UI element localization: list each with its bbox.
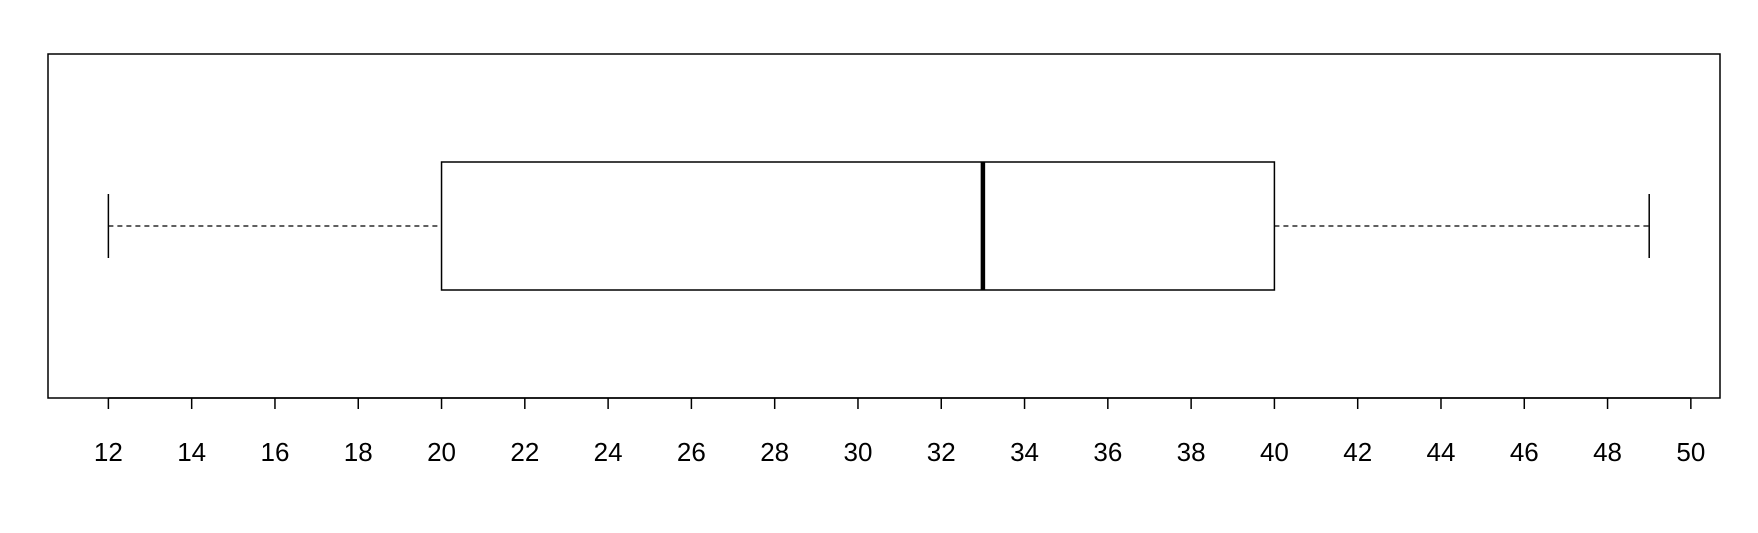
x-tick-label: 30 xyxy=(844,437,873,467)
x-tick-label: 46 xyxy=(1510,437,1539,467)
x-axis: 12 14 16 18 20 22 24 26 28 30 32 34 36 38 40 42 44 46 48 50 xyxy=(94,397,1705,467)
x-tick-label: 12 xyxy=(94,437,123,467)
x-tick-label: 24 xyxy=(594,437,623,467)
x-tick-label: 34 xyxy=(1010,437,1039,467)
x-tick-label: 50 xyxy=(1676,437,1705,467)
iqr-box xyxy=(440,161,1276,291)
x-tick-label: 32 xyxy=(927,437,956,467)
boxplot-series xyxy=(107,161,1650,291)
x-tick-label: 28 xyxy=(760,437,789,467)
x-tick-label: 42 xyxy=(1343,437,1372,467)
x-tick-label: 20 xyxy=(427,437,456,467)
x-tick-label: 22 xyxy=(510,437,539,467)
x-tick-label: 16 xyxy=(260,437,289,467)
x-tick-label: 40 xyxy=(1260,437,1289,467)
x-tick-label: 48 xyxy=(1593,437,1622,467)
x-tick-label: 26 xyxy=(677,437,706,467)
x-tick-label: 44 xyxy=(1427,437,1456,467)
x-tick-label: 18 xyxy=(344,437,373,467)
x-tick-label: 36 xyxy=(1093,437,1122,467)
x-tick-label: 38 xyxy=(1177,437,1206,467)
x-tick-label: 14 xyxy=(177,437,206,467)
